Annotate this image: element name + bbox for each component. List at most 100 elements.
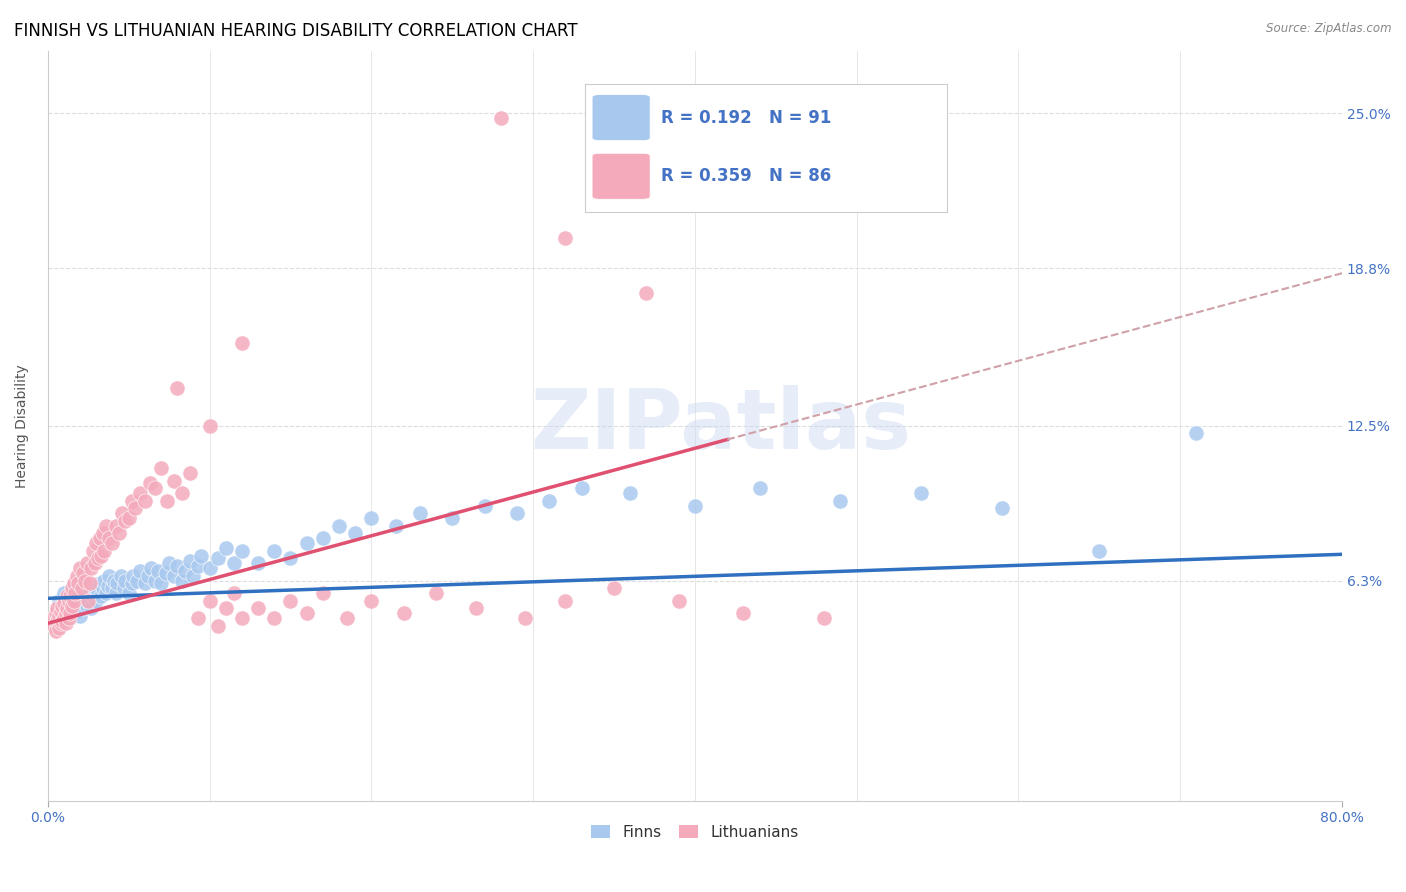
Point (392, 607, 415, 621)
Point (295, 536, 318, 550)
Point (55, 607, 77, 621)
Point (198, 561, 221, 575)
Point (207, 619, 229, 633)
Point (117, 586, 139, 600)
Point (554, 594, 576, 608)
Point (231, 336, 253, 351)
Point (112, 582, 135, 596)
Point (73, 591, 96, 606)
Point (506, 506, 529, 520)
Point (129, 564, 152, 578)
Point (748, 481, 770, 495)
Point (636, 286, 658, 301)
Point (125, 574, 148, 588)
Point (49, 611, 72, 625)
Point (93, 574, 115, 588)
Point (183, 569, 205, 583)
Point (163, 569, 186, 583)
Point (76, 599, 98, 613)
Point (58, 594, 80, 608)
Point (98, 569, 121, 583)
Point (62, 599, 84, 613)
Point (72, 566, 94, 581)
Point (312, 586, 335, 600)
Point (59, 589, 82, 603)
Point (360, 511, 382, 525)
Point (215, 601, 238, 615)
Point (69, 596, 91, 610)
Point (104, 586, 127, 600)
Point (66, 569, 89, 583)
Point (134, 576, 156, 591)
Text: Source: ZipAtlas.com: Source: ZipAtlas.com (1267, 22, 1392, 36)
Point (121, 576, 143, 591)
Point (79, 586, 101, 600)
Point (295, 607, 318, 621)
Point (46, 614, 69, 628)
Point (51, 614, 73, 628)
Point (1185, 426, 1208, 441)
Point (59, 607, 82, 621)
Point (170, 486, 193, 500)
Point (49, 616, 72, 631)
Point (733, 607, 755, 621)
Point (150, 576, 173, 591)
Point (89, 531, 111, 545)
Point (513, 611, 536, 625)
Point (94, 586, 117, 600)
Point (122, 569, 145, 583)
Point (48, 621, 70, 635)
Point (170, 574, 193, 588)
Point (56, 589, 79, 603)
Point (45, 607, 67, 621)
Point (82, 544, 104, 558)
Point (52, 586, 75, 600)
Point (56, 607, 79, 621)
Point (384, 518, 406, 533)
Point (489, 112, 512, 126)
Point (60, 601, 83, 615)
Point (114, 574, 136, 588)
Point (121, 493, 143, 508)
Point (80, 561, 103, 575)
Point (198, 418, 221, 433)
Point (111, 506, 134, 520)
Point (62, 576, 84, 591)
Point (108, 526, 131, 541)
Point (146, 564, 169, 578)
Point (59, 611, 82, 625)
Point (76, 557, 98, 571)
Point (187, 558, 209, 573)
Point (70, 582, 93, 596)
Point (465, 601, 488, 615)
Point (207, 551, 229, 566)
Point (77, 582, 100, 596)
Point (69, 608, 91, 623)
Point (52, 601, 75, 615)
Point (668, 594, 690, 608)
Point (101, 582, 124, 596)
Text: ZIPatlas: ZIPatlas (530, 385, 911, 467)
Point (51, 599, 73, 613)
Point (179, 467, 201, 481)
Point (1088, 544, 1111, 558)
Point (56, 601, 79, 615)
Point (72, 601, 94, 615)
Point (409, 506, 432, 520)
Point (174, 564, 197, 578)
Text: FINNISH VS LITHUANIAN HEARING DISABILITY CORRELATION CHART: FINNISH VS LITHUANIAN HEARING DISABILITY… (14, 22, 578, 40)
Point (82, 589, 104, 603)
Point (163, 474, 186, 488)
Point (830, 493, 852, 508)
Point (48, 594, 70, 608)
Point (45, 607, 67, 621)
Point (138, 476, 160, 491)
Point (77, 594, 100, 608)
Point (344, 526, 367, 541)
Point (46, 601, 69, 615)
Point (247, 601, 270, 615)
Point (104, 518, 127, 533)
Point (312, 531, 335, 545)
Point (84, 536, 107, 550)
Point (84, 594, 107, 608)
